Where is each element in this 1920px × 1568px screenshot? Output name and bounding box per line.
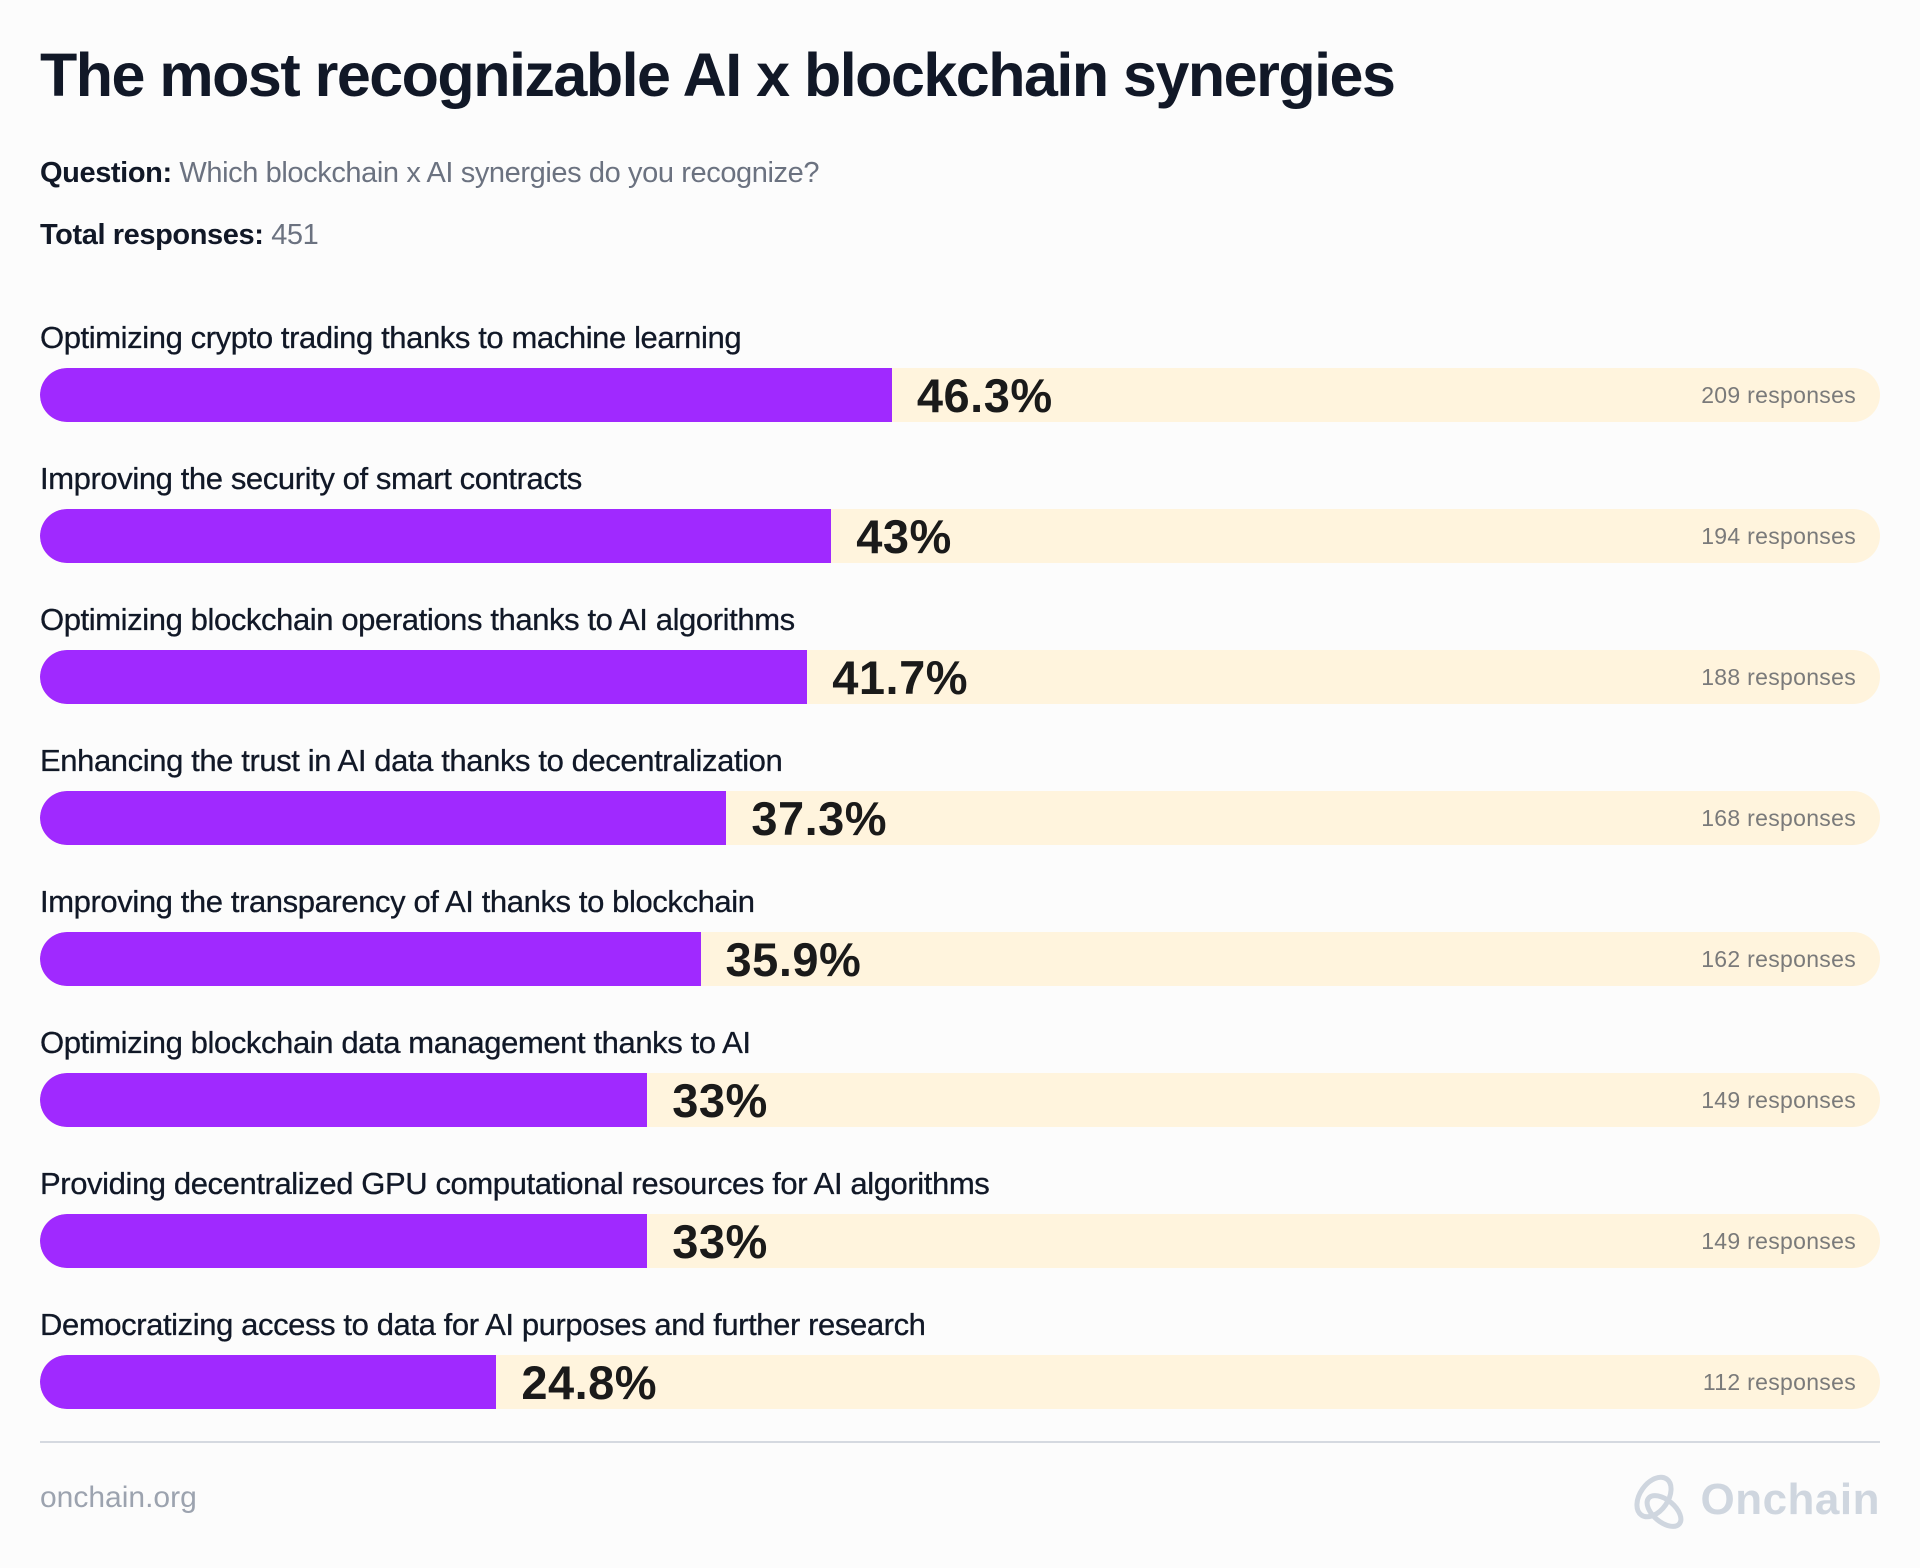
bar-response-count: 112 responses — [1702, 1369, 1856, 1395]
bar-label: Improving the security of smart contract… — [40, 461, 583, 496]
bar-value-label: 24.8% — [521, 1356, 658, 1409]
bar-label: Optimizing crypto trading thanks to mach… — [40, 320, 742, 355]
bar-fill — [40, 932, 701, 986]
bar-track — [40, 1214, 1880, 1268]
bar-value-label: 43% — [856, 510, 952, 563]
total-responses-value: 451 — [271, 219, 319, 251]
bar-response-count: 162 responses — [1701, 946, 1856, 972]
question-line: Question: Which blockchain x AI synergie… — [40, 157, 820, 190]
bar-label: Providing decentralized GPU computationa… — [40, 1166, 990, 1201]
bar-row: Improving the transparency of AI thanks … — [40, 884, 1880, 1004]
question-text: Which blockchain x AI synergies do you r… — [179, 157, 820, 189]
bar-response-count: 209 responses — [1701, 382, 1856, 408]
bar-fill — [40, 791, 727, 845]
bar-label: Improving the transparency of AI thanks … — [40, 884, 755, 919]
bar-track — [40, 368, 1880, 422]
bar-fill — [40, 650, 808, 704]
bar-track — [40, 932, 1880, 986]
bar-row: Enhancing the trust in AI data thanks to… — [40, 743, 1880, 863]
bar-value-label: 46.3% — [916, 369, 1053, 422]
bar-track — [40, 1355, 1880, 1409]
bar-fill — [40, 1073, 648, 1127]
brand-name: Onchain — [1700, 1475, 1880, 1524]
bar-label: Democratizing access to data for AI purp… — [40, 1307, 926, 1342]
bar-row: Optimizing blockchain operations thanks … — [40, 602, 1880, 722]
bar-response-count: 188 responses — [1701, 664, 1856, 690]
bar-track — [40, 1073, 1880, 1127]
question-label: Question: — [40, 157, 172, 189]
bar-response-count: 168 responses — [1701, 805, 1856, 831]
bar-row: Optimizing blockchain data management th… — [40, 1025, 1880, 1145]
bar-fill — [40, 509, 832, 563]
bar-fill — [40, 1214, 648, 1268]
bar-track — [40, 791, 1880, 845]
bar-response-count: 149 responses — [1701, 1228, 1856, 1254]
bar-track — [40, 509, 1880, 563]
bar-label: Optimizing blockchain data management th… — [40, 1025, 751, 1060]
bar-value-label: 37.3% — [751, 792, 888, 845]
bar-fill — [40, 1355, 497, 1409]
bar-value-label: 35.9% — [725, 933, 862, 986]
bar-row: Optimizing crypto trading thanks to mach… — [40, 320, 1880, 440]
footer-divider — [40, 1441, 1880, 1443]
onchain-logo-icon — [1634, 1474, 1684, 1529]
bar-response-count: 149 responses — [1701, 1087, 1856, 1113]
bar-value-label: 41.7% — [832, 651, 969, 704]
total-responses-line: Total responses: 451 — [40, 219, 319, 252]
brand-logo: Onchain — [1630, 1470, 1880, 1530]
bar-track — [40, 650, 1880, 704]
bar-fill — [40, 368, 892, 422]
total-responses-label: Total responses: — [40, 219, 264, 251]
bar-value-label: 33% — [672, 1074, 768, 1127]
bar-value-label: 33% — [672, 1215, 768, 1268]
footer-url: onchain.org — [40, 1481, 197, 1514]
bar-label: Enhancing the trust in AI data thanks to… — [40, 743, 783, 778]
bar-row: Improving the security of smart contract… — [40, 461, 1880, 581]
bar-row: Providing decentralized GPU computationa… — [40, 1166, 1880, 1286]
bar-label: Optimizing blockchain operations thanks … — [40, 602, 795, 637]
bar-row: Democratizing access to data for AI purp… — [40, 1307, 1880, 1427]
chart-title: The most recognizable AI x blockchain sy… — [40, 41, 1396, 109]
bar-response-count: 194 responses — [1701, 523, 1856, 549]
